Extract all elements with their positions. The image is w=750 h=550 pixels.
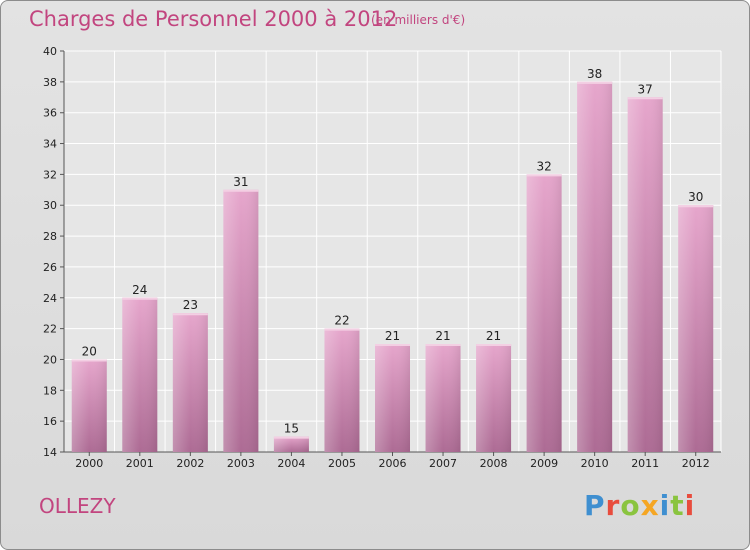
bar-shade: [223, 189, 259, 453]
y-tick-label: 22: [43, 323, 57, 336]
y-tick-label: 38: [43, 76, 57, 89]
proxiti-logo[interactable]: Proxiti: [584, 489, 695, 522]
bar-shade: [678, 205, 714, 452]
x-tick-label: 2009: [530, 457, 558, 470]
y-tick-label: 30: [43, 199, 57, 212]
data-label: 24: [132, 283, 147, 297]
bar-shade: [375, 344, 410, 452]
chart-subtitle: (en milliers d'€): [371, 13, 466, 27]
y-tick-label: 16: [43, 415, 57, 428]
y-tick-label: 34: [43, 138, 57, 151]
data-label: 15: [284, 422, 299, 436]
y-tick-label: 36: [43, 107, 57, 120]
bar-shade: [425, 344, 461, 452]
data-label: 21: [435, 329, 450, 343]
bar-shade: [627, 97, 663, 453]
x-tick-label: 2008: [480, 457, 508, 470]
x-tick-label: 2007: [429, 457, 457, 470]
x-tick-label: 2002: [176, 457, 204, 470]
bar-shade: [577, 81, 613, 452]
logo-letter: x: [640, 489, 660, 522]
data-labels: 20 24 23 31 15 22 21 21 21 32 38 37 30: [82, 67, 704, 436]
y-tick-label: 26: [43, 261, 57, 274]
logo-letter: i: [684, 489, 696, 522]
data-label: 37: [638, 82, 653, 96]
x-tick-label: 2010: [581, 457, 609, 470]
bar-shade: [122, 297, 158, 452]
x-tick-label: 2003: [227, 457, 255, 470]
data-label: 32: [536, 159, 551, 173]
data-label: 22: [334, 314, 349, 328]
bars: [71, 81, 714, 453]
bar-shade: [526, 174, 562, 452]
bar-shade: [476, 344, 512, 452]
y-tick-label: 24: [43, 292, 57, 305]
commune-name: OLLEZY: [39, 494, 116, 518]
y-tick-label: 14: [43, 446, 57, 459]
x-tick-label: 2012: [682, 457, 710, 470]
data-label: 30: [688, 190, 703, 204]
y-tick-label: 40: [43, 45, 57, 58]
data-label: 20: [82, 344, 97, 358]
y-tick-label: 18: [43, 384, 57, 397]
bar-shade: [324, 328, 360, 452]
y-tick-label: 28: [43, 230, 57, 243]
logo-letter: i: [659, 489, 671, 522]
logo-letter: r: [605, 489, 621, 522]
data-label: 38: [587, 67, 602, 81]
x-tick-label: 2005: [328, 457, 356, 470]
x-tick-label: 2006: [379, 457, 407, 470]
logo-letter: o: [620, 489, 641, 522]
logo-letter: P: [584, 489, 606, 522]
bar-shade: [172, 313, 208, 452]
bar-shade: [71, 359, 107, 452]
chart-title: Charges de Personnel 2000 à 2012: [29, 7, 398, 31]
y-tick-label: 32: [43, 168, 57, 181]
data-label: 23: [183, 298, 198, 312]
bar-shade: [273, 436, 309, 452]
x-tick-label: 2011: [631, 457, 659, 470]
y-tick-label: 20: [43, 353, 57, 366]
x-tick-label: 2001: [126, 457, 154, 470]
x-tick-label: 2000: [75, 457, 103, 470]
x-tick-label: 2004: [277, 457, 305, 470]
data-label: 21: [486, 329, 501, 343]
data-label: 31: [233, 175, 248, 189]
logo-letter: t: [670, 489, 685, 522]
data-label: 21: [385, 329, 400, 343]
